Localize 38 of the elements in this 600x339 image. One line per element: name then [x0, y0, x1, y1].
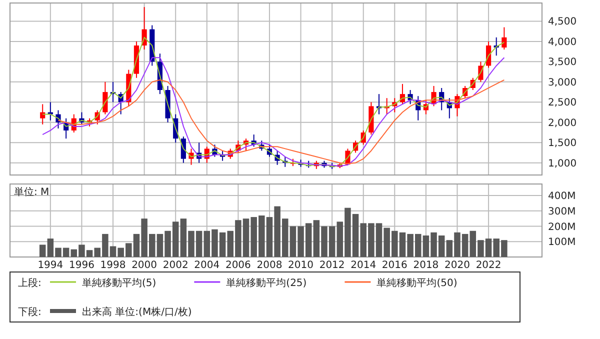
- y-tick-label: 400M: [548, 191, 576, 202]
- y-tick-label: 1,500: [548, 138, 577, 150]
- x-tick-label: 1996: [68, 260, 94, 271]
- x-tick-label: 2018: [413, 260, 439, 271]
- x-tick-label: 2016: [382, 260, 408, 271]
- y-tick-label: 3,000: [548, 77, 577, 88]
- y-tick-label: 1,000: [548, 158, 577, 170]
- x-tick-label: 2014: [350, 260, 376, 271]
- y-tick-label: 2,500: [548, 98, 577, 109]
- y-tick-label: 4,000: [548, 36, 577, 48]
- y-tick-label: 2,000: [548, 118, 577, 129]
- y-tick-label: 300M: [548, 206, 576, 218]
- y-axis-title: 単位: M: [14, 186, 50, 198]
- line-series: [42, 57, 505, 167]
- legend-title: 下段:: [18, 306, 42, 318]
- legend-label: 単純移動平均(50): [376, 277, 458, 289]
- candlestick: [502, 26, 507, 50]
- legend-title: 上段:: [18, 277, 42, 289]
- x-tick-label: 2002: [162, 260, 188, 271]
- x-tick-label: 2010: [288, 260, 314, 271]
- x-tick-label: 1994: [38, 260, 64, 271]
- x-tick-label: 2020: [444, 260, 470, 271]
- y-tick-label: 3,500: [548, 57, 577, 68]
- y-tick-label: 4,500: [548, 16, 577, 28]
- x-tick-label: 2008: [256, 260, 282, 271]
- x-tick-label: 2004: [194, 260, 220, 271]
- legend-label: 単純移動平均(25): [226, 277, 307, 289]
- candlestick: [102, 81, 108, 115]
- x-tick-label: 2000: [132, 260, 158, 271]
- x-tick-label: 2022: [476, 260, 502, 271]
- y-tick-label: 100M: [548, 237, 576, 248]
- y-tick-label: 200M: [548, 222, 576, 233]
- bar: [39, 244, 46, 257]
- legend-label: 単純移動平均(5): [82, 277, 156, 289]
- x-tick-label: 1998: [100, 260, 126, 271]
- x-tick-label: 2012: [319, 260, 345, 271]
- x-tick-label: 2006: [225, 260, 251, 271]
- legend-label: 出来高 単位:(M株/口/枚): [82, 306, 192, 318]
